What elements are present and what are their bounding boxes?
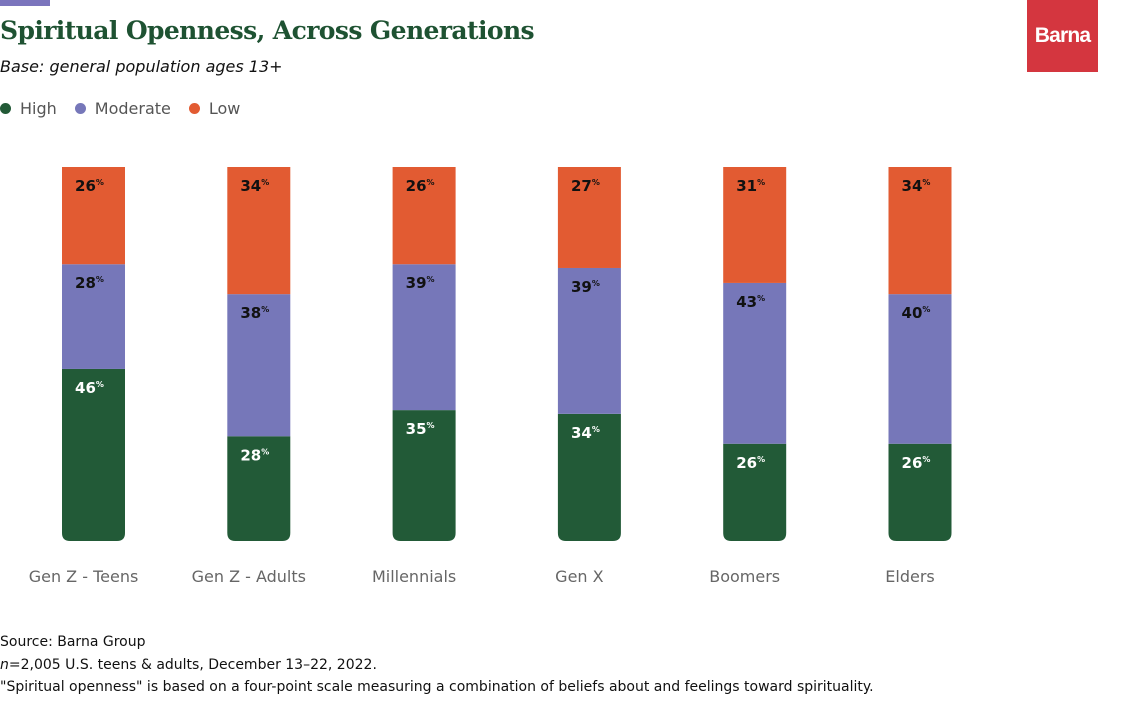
chart-legend: High Moderate Low [0,99,258,118]
category-label-elders: Elders [885,567,934,586]
bar-segment-moderate-gen-z-teens [62,264,125,369]
legend-label-moderate: Moderate [94,99,171,118]
footer-note: "Spiritual openness" is based on a four-… [0,679,874,695]
category-label-gen-x: Gen X [555,567,603,586]
bar-segment-low-boomers [723,167,787,283]
bar-segment-high-gen-z-adults [227,436,291,541]
chart-footer: Source: Barna Group n=2,005 U.S. teens &… [0,631,874,699]
legend-label-low: Low [208,99,241,118]
footer-sample-n: n [0,656,9,673]
bar-segment-moderate-elders [888,294,952,444]
bar-segment-low-gen-x [557,167,621,268]
bar-segment-high-gen-z-teens [62,368,125,541]
category-label-boomers: Boomers [709,567,780,586]
category-label-gen-z-adults: Gen Z - Adults [192,567,306,586]
bar-segment-high-elders [888,443,952,541]
legend-dot-low [188,103,200,114]
bar-segment-moderate-boomers [723,282,787,444]
chart-title: Spiritual Openness, Across Generations [0,16,535,45]
bar-segment-low-elders [888,167,952,295]
category-label-gen-z-teens: Gen Z - Teens [29,567,139,586]
bar-segment-low-gen-z-adults [227,167,291,295]
bar-segment-moderate-gen-z-adults [227,294,291,437]
accent-bar [0,0,50,6]
bar-segment-high-gen-x [557,413,621,541]
legend-item-high: High [0,99,57,118]
barna-logo: Barna [1027,0,1098,72]
chart-subtitle: Base: general population ages 13+ [0,57,283,76]
category-label-millennials: Millennials [372,567,456,586]
bar-segment-high-millennials [392,410,456,541]
legend-label-high: High [20,99,57,118]
footer-sample-text: =2,005 U.S. teens & adults, December 13–… [8,656,377,673]
footer-source: Source: Barna Group [0,634,146,650]
bar-segment-low-millennials [392,167,456,265]
bar-segment-moderate-millennials [392,264,456,411]
bar-segment-low-gen-z-teens [62,167,125,265]
legend-item-low: Low [188,99,241,118]
bar-segment-high-boomers [723,443,787,541]
legend-dot-high [0,103,11,114]
legend-dot-moderate [74,103,86,114]
legend-item-moderate: Moderate [74,99,171,118]
bar-segment-moderate-gen-x [557,267,621,414]
footer-sample: n=2,005 U.S. teens & adults, December 13… [0,654,874,677]
